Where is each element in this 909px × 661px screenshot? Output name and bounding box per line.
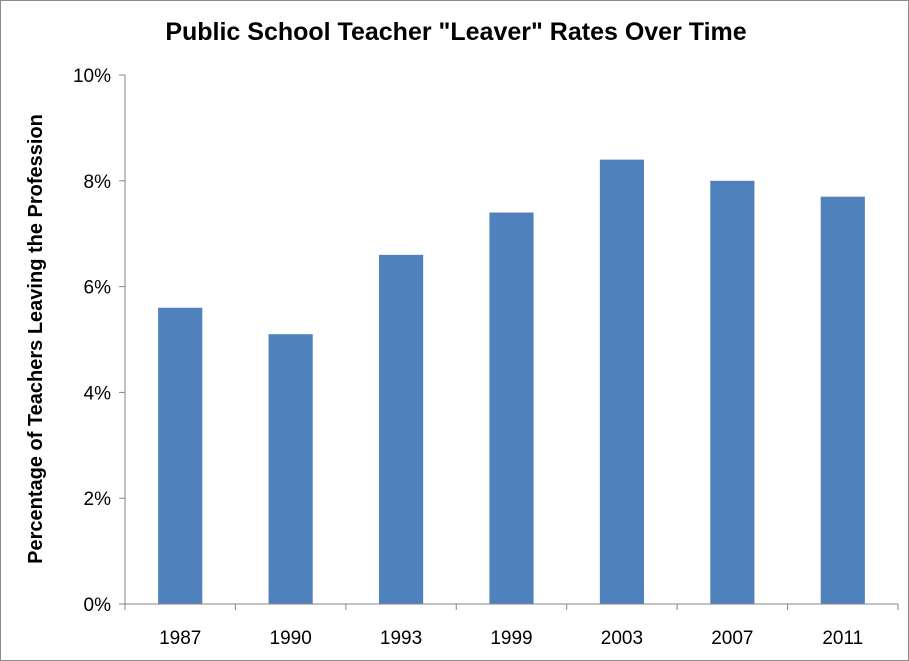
bars xyxy=(158,159,865,605)
x-axis-ticks: 1987 1990 1993 1999 2003 2007 2011 xyxy=(124,604,899,649)
x-tick-label: 1987 xyxy=(159,628,201,649)
y-tick-label: 0% xyxy=(84,595,112,616)
y-axis-label: Percentage of Teachers Leaving the Profe… xyxy=(25,114,47,564)
x-tick-label: 2007 xyxy=(711,628,753,649)
bar-2011 xyxy=(820,196,865,605)
y-tick-label: 4% xyxy=(84,383,112,404)
bar-1993 xyxy=(378,254,424,605)
y-tick-label: 6% xyxy=(84,278,112,299)
x-tick-label: 2011 xyxy=(822,628,863,649)
x-tick-label: 1999 xyxy=(490,628,532,649)
chart-title: Public School Teacher "Leaver" Rates Ove… xyxy=(165,18,746,46)
x-tick-label: 2003 xyxy=(601,628,643,649)
y-tick-label: 8% xyxy=(84,172,112,193)
bar-2007 xyxy=(710,180,755,605)
x-tick-label: 1993 xyxy=(380,628,422,649)
y-tick-label: 10% xyxy=(73,66,111,87)
y-axis-ticks: 0% 2% 4% 6% 8% 10% xyxy=(73,66,125,616)
bar-2003 xyxy=(599,159,645,604)
bar-1999 xyxy=(489,212,534,605)
y-tick-label: 2% xyxy=(84,489,112,510)
x-tick-label: 1990 xyxy=(270,628,312,649)
bar-1990 xyxy=(268,334,313,604)
bar-1987 xyxy=(158,307,203,604)
